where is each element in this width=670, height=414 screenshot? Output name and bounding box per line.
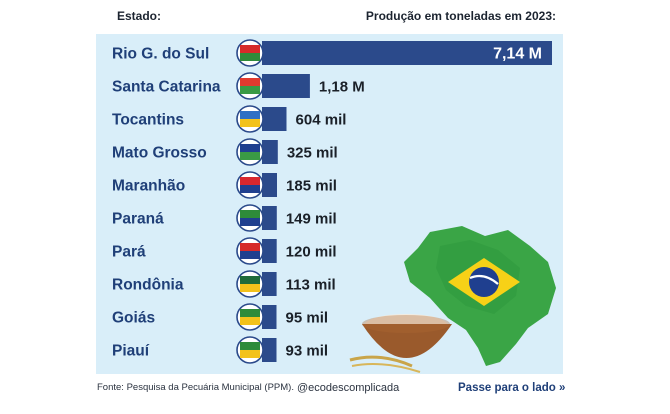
value-label: 185 mil <box>286 178 337 195</box>
production-column-header: Produção em toneladas em 2023: <box>365 9 556 23</box>
bar <box>262 140 278 164</box>
bar <box>262 272 277 296</box>
state-flag-stripe <box>240 284 260 292</box>
state-flag-stripe <box>240 243 260 251</box>
bar-row: Paraná 149 mil <box>112 204 337 232</box>
state-label: Maranhão <box>112 178 185 195</box>
value-label: 325 mil <box>287 145 338 162</box>
state-label: Tocantins <box>112 112 184 129</box>
state-flag-stripe <box>240 152 260 160</box>
state-flag-stripe <box>240 78 260 86</box>
value-label: 95 mil <box>286 310 329 327</box>
bar-row: Rondônia 113 mil <box>112 270 336 298</box>
state-column-header: Estado: <box>117 9 162 23</box>
value-label: 120 mil <box>286 244 337 261</box>
state-flag-stripe <box>240 45 260 53</box>
bar-row: Rio G. do Sul 7,14 M <box>112 39 552 67</box>
state-flag-stripe <box>240 144 260 152</box>
bar <box>262 107 287 131</box>
state-flag-stripe <box>240 86 260 94</box>
bar-row: Maranhão 185 mil <box>112 171 337 199</box>
state-label: Rondônia <box>112 277 184 294</box>
bar-row: Tocantins 604 mil <box>112 105 347 133</box>
bar-row: Mato Grosso 325 mil <box>112 138 338 166</box>
rice-bowl-illustration <box>349 314 452 373</box>
state-flag-stripe <box>240 53 260 61</box>
bar <box>262 41 552 65</box>
state-label: Goiás <box>112 310 155 327</box>
state-label: Paraná <box>112 211 164 228</box>
state-flag-stripe <box>240 210 260 218</box>
state-flag-stripe <box>240 251 260 259</box>
swipe-hint-link[interactable]: Passe para o lado » <box>458 382 566 394</box>
bar <box>262 305 277 329</box>
value-label: 604 mil <box>296 112 347 129</box>
social-handle: @ecodescomplicada <box>297 382 400 394</box>
value-label: 93 mil <box>286 343 329 360</box>
bar-row: Santa Catarina 1,18 M <box>112 72 365 100</box>
bar <box>262 239 277 263</box>
state-label: Pará <box>112 244 146 261</box>
bar <box>262 74 310 98</box>
state-flag-stripe <box>240 317 260 325</box>
bar-row: Piauí 93 mil <box>112 336 329 364</box>
bar <box>262 173 277 197</box>
value-label: 113 mil <box>286 277 336 294</box>
state-label: Rio G. do Sul <box>112 46 209 63</box>
state-flag-stripe <box>240 185 260 193</box>
brazil-map-illustration <box>404 226 556 366</box>
state-label: Piauí <box>112 343 150 360</box>
value-label: 7,14 M <box>493 46 542 63</box>
bar <box>262 206 277 230</box>
state-label: Santa Catarina <box>112 79 221 96</box>
state-flag-stripe <box>240 342 260 350</box>
source-note: Fonte: Pesquisa da Pecuária Municipal (P… <box>97 382 294 393</box>
state-flag-stripe <box>240 350 260 358</box>
state-flag-stripe <box>240 276 260 284</box>
flag-globe-icon <box>469 267 499 297</box>
state-flag-stripe <box>240 177 260 185</box>
state-label: Mato Grosso <box>112 145 207 162</box>
state-flag-stripe <box>240 119 260 127</box>
state-flag-stripe <box>240 309 260 317</box>
bar-row: Pará 120 mil <box>112 237 337 265</box>
value-label: 1,18 M <box>319 79 365 96</box>
bar-row: Goiás 95 mil <box>112 303 329 331</box>
value-label: 149 mil <box>286 211 337 228</box>
state-flag-stripe <box>240 218 260 226</box>
state-flag-stripe <box>240 111 260 119</box>
bar <box>262 338 277 362</box>
